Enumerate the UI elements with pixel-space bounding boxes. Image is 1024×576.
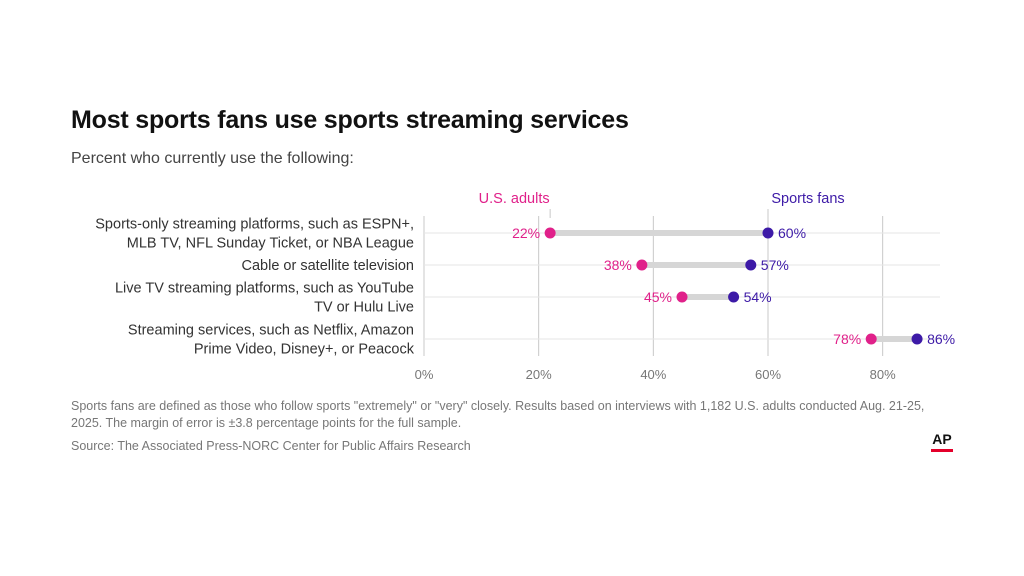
data-label-sports-fans: 60% bbox=[778, 225, 806, 241]
x-tick-label: 20% bbox=[526, 367, 552, 382]
category-label: Live TV streaming platforms, such as You… bbox=[115, 281, 414, 297]
dot-sports-fans bbox=[745, 259, 757, 271]
x-tick-label: 80% bbox=[870, 367, 896, 382]
category-label: MLB TV, NFL Sunday Ticket, or NBA League bbox=[127, 236, 414, 252]
x-tick-label: 40% bbox=[640, 367, 666, 382]
dot-us-adults bbox=[636, 259, 648, 271]
data-label-sports-fans: 86% bbox=[927, 331, 955, 347]
dot-us-adults bbox=[865, 333, 877, 345]
category-label: Sports-only streaming platforms, such as… bbox=[95, 217, 414, 233]
data-label-us-adults: 22% bbox=[512, 225, 540, 241]
category-label: TV or Hulu Live bbox=[314, 300, 414, 316]
dot-sports-fans bbox=[728, 291, 740, 303]
series-label-us-adults: U.S. adults bbox=[479, 191, 550, 207]
data-label-sports-fans: 54% bbox=[744, 289, 772, 305]
data-label-sports-fans: 57% bbox=[761, 257, 789, 273]
data-label-us-adults: 38% bbox=[604, 257, 632, 273]
chart-source: Source: The Associated Press-NORC Center… bbox=[71, 439, 471, 453]
data-label-us-adults: 78% bbox=[833, 331, 861, 347]
x-tick-label: 60% bbox=[755, 367, 781, 382]
dot-sports-fans bbox=[911, 333, 923, 345]
data-label-us-adults: 45% bbox=[644, 289, 672, 305]
chart-subtitle: Percent who currently use the following: bbox=[71, 150, 354, 167]
chart-title: Most sports fans use sports streaming se… bbox=[71, 106, 629, 134]
series-label-sports-fans: Sports fans bbox=[771, 191, 844, 207]
x-tick-label: 0% bbox=[415, 367, 434, 382]
category-label: Streaming services, such as Netflix, Ama… bbox=[128, 323, 414, 339]
dot-sports-fans bbox=[762, 227, 774, 239]
dot-us-adults bbox=[544, 227, 556, 239]
category-label: Prime Video, Disney+, or Peacock bbox=[194, 342, 415, 358]
ap-logo: AP bbox=[931, 431, 953, 452]
dot-us-adults bbox=[676, 291, 688, 303]
chart-footnote: Sports fans are defined as those who fol… bbox=[71, 399, 925, 430]
category-label: Cable or satellite television bbox=[242, 258, 414, 274]
